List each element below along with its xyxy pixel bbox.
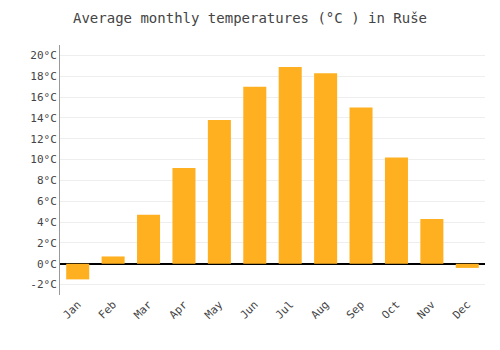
svg-text:Nov: Nov [415,298,439,322]
svg-text:2°C: 2°C [37,237,57,250]
svg-text:Apr: Apr [167,298,191,322]
svg-text:Jun: Jun [238,298,261,321]
svg-text:0°C: 0°C [37,258,57,271]
svg-text:14°C: 14°C [30,112,57,125]
svg-text:Oct: Oct [379,298,402,321]
svg-text:Feb: Feb [96,298,119,321]
svg-text:Jul: Jul [273,298,296,321]
svg-text:10°C: 10°C [30,153,57,166]
svg-text:20°C: 20°C [30,49,57,62]
svg-text:12°C: 12°C [30,133,57,146]
svg-text:May: May [202,298,226,322]
svg-text:8°C: 8°C [37,174,57,187]
svg-text:6°C: 6°C [37,195,57,208]
svg-text:Aug: Aug [308,298,331,321]
svg-text:Mar: Mar [131,298,155,322]
svg-text:Dec: Dec [450,298,473,321]
svg-text:16°C: 16°C [30,91,57,104]
svg-text:4°C: 4°C [37,216,57,229]
svg-text:Sep: Sep [344,298,367,321]
svg-text:18°C: 18°C [30,70,57,83]
svg-text:Average monthly temperatures (: Average monthly temperatures (°C ) in Ru… [73,10,427,26]
svg-text:-2°C: -2°C [30,278,57,291]
svg-text:Jan: Jan [60,298,83,321]
